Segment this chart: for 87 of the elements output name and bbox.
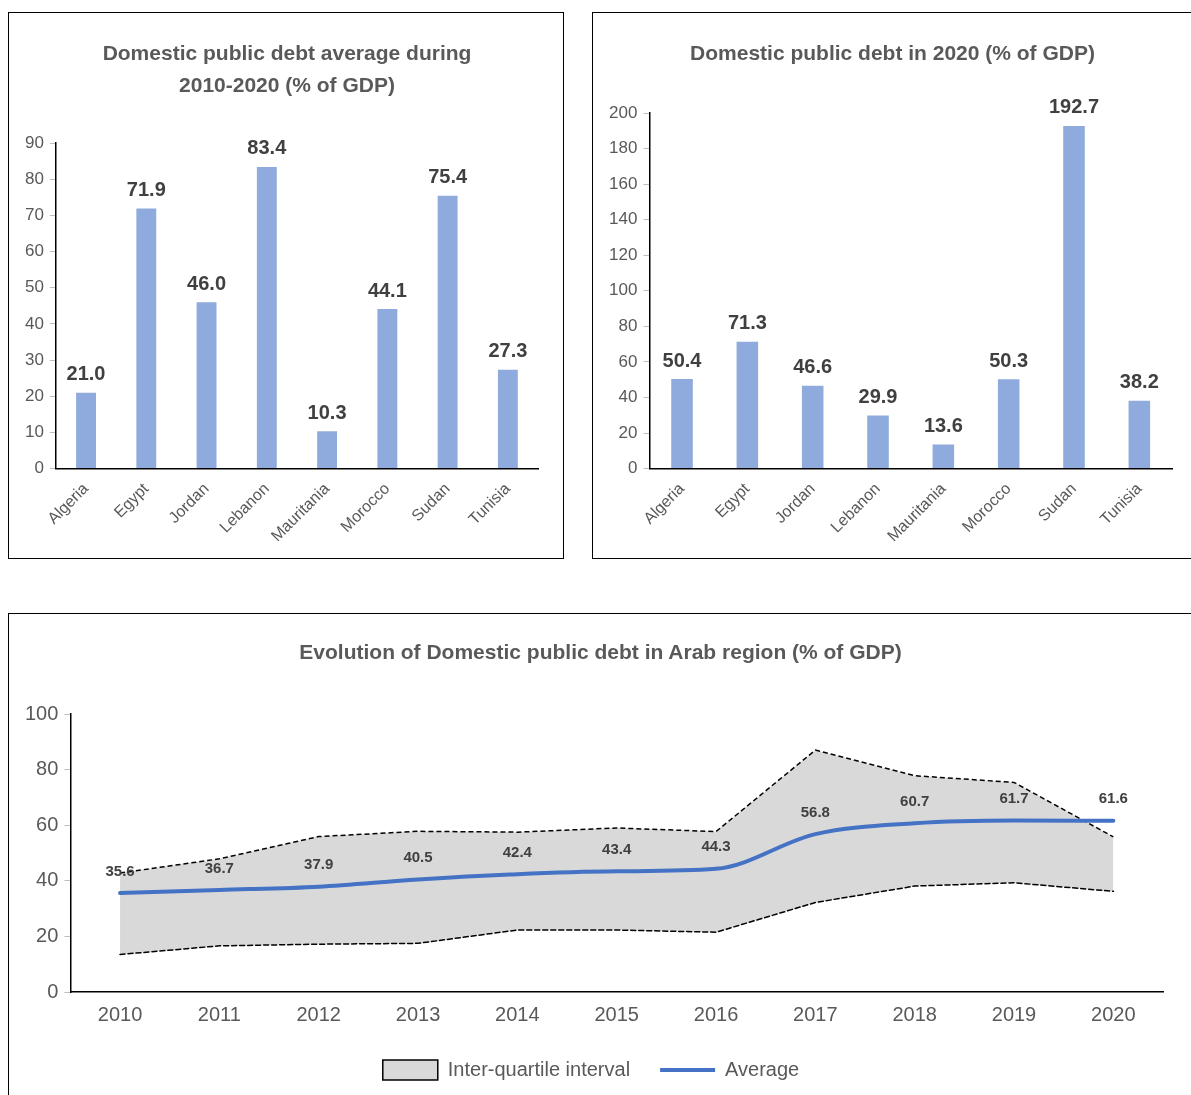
data-label: 61.6 bbox=[1098, 789, 1128, 807]
y-tick-label: 0 bbox=[47, 979, 59, 1002]
data-label: 42.4 bbox=[502, 842, 533, 860]
y-tick-label: 60 bbox=[618, 351, 638, 371]
y-tick-label: 80 bbox=[24, 168, 44, 188]
y-tick-label: 40 bbox=[618, 387, 638, 407]
legend-label: Average bbox=[725, 1057, 800, 1080]
y-tick-label: 100 bbox=[24, 701, 59, 724]
data-label: 50.3 bbox=[989, 348, 1029, 371]
data-label: 37.9 bbox=[304, 855, 334, 873]
bar bbox=[736, 341, 759, 469]
x-tick-label: 2013 bbox=[395, 1002, 441, 1025]
data-label: 192.7 bbox=[1048, 95, 1100, 118]
y-tick-label: 90 bbox=[24, 132, 44, 152]
x-tick-label: 2014 bbox=[495, 1002, 540, 1025]
y-tick-label: 80 bbox=[36, 757, 59, 780]
x-tick-label: 2019 bbox=[991, 1002, 1037, 1025]
data-label: 46.6 bbox=[793, 355, 833, 378]
legend-label: Inter-quartile interval bbox=[447, 1057, 631, 1080]
data-label: 46.0 bbox=[187, 271, 227, 294]
data-label: 43.4 bbox=[602, 839, 632, 857]
y-tick-label: 20 bbox=[24, 385, 44, 405]
data-label: 40.5 bbox=[403, 848, 433, 866]
data-label: 36.7 bbox=[204, 858, 234, 876]
line-series bbox=[119, 882, 1115, 956]
x-tick-label: 2020 bbox=[1091, 1002, 1136, 1025]
bar bbox=[317, 431, 338, 469]
bar bbox=[867, 415, 889, 469]
bar bbox=[76, 392, 96, 469]
x-tick-label: 2012 bbox=[296, 1002, 341, 1025]
data-label: 13.6 bbox=[923, 413, 963, 436]
y-tick-label: 60 bbox=[36, 812, 59, 835]
x-tick-label: 2018 bbox=[892, 1002, 937, 1025]
x-tick-label: 2015 bbox=[594, 1002, 639, 1025]
x-tick-label: 2010 bbox=[97, 1002, 143, 1025]
bar bbox=[136, 208, 157, 469]
data-label: 60.7 bbox=[900, 791, 930, 809]
y-tick-label: 20 bbox=[36, 923, 59, 946]
data-label: 44.1 bbox=[367, 278, 407, 301]
bar bbox=[1128, 400, 1151, 469]
bar bbox=[997, 379, 1020, 469]
y-tick-label: 10 bbox=[24, 422, 44, 442]
bar bbox=[1063, 125, 1085, 469]
bar bbox=[377, 309, 398, 469]
data-label: 50.4 bbox=[662, 348, 703, 371]
data-label: 35.6 bbox=[105, 861, 135, 879]
data-label: 29.9 bbox=[858, 384, 898, 407]
y-tick-label: 40 bbox=[24, 313, 44, 333]
data-label: 71.3 bbox=[727, 311, 767, 334]
y-tick-label: 70 bbox=[24, 205, 44, 225]
data-label: 61.7 bbox=[999, 789, 1029, 807]
bar bbox=[497, 369, 518, 469]
bar bbox=[196, 302, 217, 469]
y-tick-label: 100 bbox=[608, 280, 638, 300]
chart-title: Domestic public debt in 2020 (% of GDP) bbox=[689, 40, 1096, 66]
data-label: 83.4 bbox=[247, 136, 288, 159]
data-label: 71.9 bbox=[126, 178, 166, 200]
chart-title: Domestic public debt average during 2010-2020 (% of GDP) bbox=[101, 40, 473, 98]
y-tick-label: 180 bbox=[608, 138, 638, 158]
bar bbox=[256, 166, 277, 469]
y-tick-label: 60 bbox=[24, 241, 44, 261]
data-label: 10.3 bbox=[307, 400, 347, 423]
bar bbox=[932, 444, 955, 469]
y-tick-label: 120 bbox=[608, 244, 638, 264]
data-label: 21.0 bbox=[66, 362, 106, 385]
data-label: 27.3 bbox=[488, 339, 528, 362]
bar bbox=[801, 385, 824, 469]
data-label: 56.8 bbox=[800, 802, 830, 820]
y-tick-label: 200 bbox=[608, 102, 638, 122]
x-tick-label: 2011 bbox=[197, 1002, 241, 1025]
data-label: 38.2 bbox=[1119, 370, 1159, 393]
y-tick-label: 50 bbox=[24, 277, 44, 297]
bar bbox=[437, 195, 458, 469]
y-tick-label: 30 bbox=[24, 349, 44, 369]
y-tick-label: 160 bbox=[608, 173, 638, 193]
y-tick-label: 0 bbox=[34, 458, 44, 478]
chart-title: Evolution of Domestic public debt in Arab region (% of GDP) bbox=[298, 639, 903, 665]
data-label: 75.4 bbox=[428, 165, 468, 188]
x-tick-label: 2017 bbox=[793, 1002, 838, 1025]
y-tick-label: 20 bbox=[618, 422, 638, 442]
y-tick-label: 140 bbox=[608, 209, 638, 229]
x-tick-label: 2016 bbox=[693, 1002, 739, 1025]
bar bbox=[671, 378, 693, 469]
y-tick-label: 0 bbox=[627, 458, 638, 478]
y-tick-label: 40 bbox=[36, 868, 59, 891]
data-label: 44.3 bbox=[701, 837, 731, 855]
y-tick-label: 80 bbox=[618, 316, 638, 336]
